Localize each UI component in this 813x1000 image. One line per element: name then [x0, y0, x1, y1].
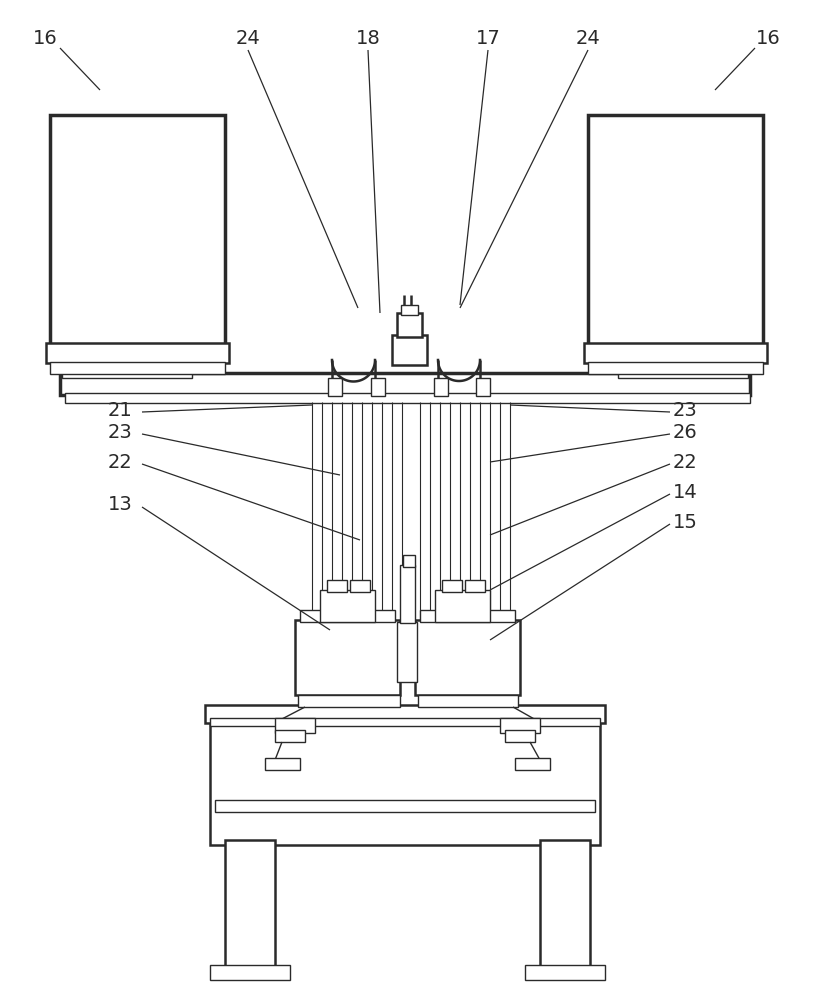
Bar — [68, 356, 93, 366]
Bar — [46, 343, 229, 363]
Bar — [435, 590, 490, 622]
Text: 17: 17 — [476, 28, 500, 47]
Bar — [215, 800, 595, 812]
Text: 14: 14 — [672, 483, 698, 502]
Text: 22: 22 — [107, 452, 133, 472]
Bar — [225, 840, 275, 970]
Bar — [584, 343, 767, 363]
Bar — [65, 393, 750, 403]
Bar — [622, 356, 647, 366]
Bar — [476, 378, 490, 396]
Bar — [588, 362, 763, 374]
Bar — [210, 720, 600, 845]
Text: 16: 16 — [33, 28, 58, 47]
Bar — [371, 378, 385, 396]
Text: 24: 24 — [576, 28, 600, 47]
Bar — [275, 718, 315, 733]
Bar — [401, 305, 418, 315]
Bar — [62, 363, 192, 378]
Bar — [400, 565, 415, 623]
Text: 23: 23 — [107, 422, 133, 442]
Bar — [618, 363, 748, 378]
Text: 23: 23 — [672, 400, 698, 420]
Bar — [515, 758, 550, 770]
Bar — [88, 356, 113, 366]
Bar — [327, 580, 347, 592]
Bar — [50, 362, 225, 374]
Bar — [505, 730, 535, 742]
Bar — [298, 695, 400, 707]
Bar — [397, 313, 422, 337]
Bar — [420, 610, 515, 622]
Bar — [403, 555, 415, 567]
Text: 21: 21 — [107, 400, 133, 420]
Bar — [295, 620, 400, 695]
Bar — [442, 580, 462, 592]
Bar — [392, 335, 427, 365]
Text: 18: 18 — [355, 28, 380, 47]
Bar — [265, 758, 300, 770]
Bar — [300, 610, 395, 622]
Bar — [415, 620, 520, 695]
Text: 26: 26 — [672, 422, 698, 442]
Bar — [210, 718, 600, 726]
Bar — [465, 580, 485, 592]
Bar — [397, 622, 417, 682]
Bar — [434, 378, 448, 396]
Bar — [350, 580, 370, 592]
Bar — [275, 730, 305, 742]
Bar — [500, 718, 540, 733]
Bar — [655, 356, 680, 366]
Text: 16: 16 — [755, 28, 780, 47]
Text: 22: 22 — [672, 452, 698, 472]
Text: 13: 13 — [107, 495, 133, 514]
Bar — [50, 115, 225, 345]
Bar — [418, 695, 518, 707]
Bar — [588, 115, 763, 345]
Bar — [328, 378, 342, 396]
Bar — [205, 705, 605, 723]
Bar — [320, 590, 375, 622]
Bar — [210, 965, 290, 980]
Bar — [540, 840, 590, 970]
Bar — [60, 373, 750, 395]
Text: 24: 24 — [236, 28, 260, 47]
Text: 15: 15 — [672, 512, 698, 532]
Bar — [525, 965, 605, 980]
